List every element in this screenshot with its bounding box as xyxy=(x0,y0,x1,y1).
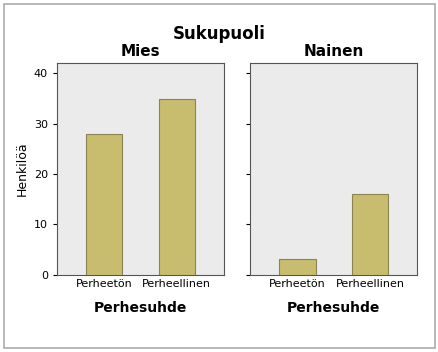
Bar xyxy=(279,259,315,275)
Title: Mies: Mies xyxy=(120,44,160,59)
Bar xyxy=(351,194,387,275)
Text: Sukupuoli: Sukupuoli xyxy=(173,25,265,43)
Bar xyxy=(86,134,122,275)
Y-axis label: Henkilöä: Henkilöä xyxy=(15,142,28,196)
X-axis label: Perhesuhde: Perhesuhde xyxy=(286,301,379,315)
X-axis label: Perhesuhde: Perhesuhde xyxy=(94,301,187,315)
Bar xyxy=(158,99,194,275)
Title: Nainen: Nainen xyxy=(303,44,363,59)
